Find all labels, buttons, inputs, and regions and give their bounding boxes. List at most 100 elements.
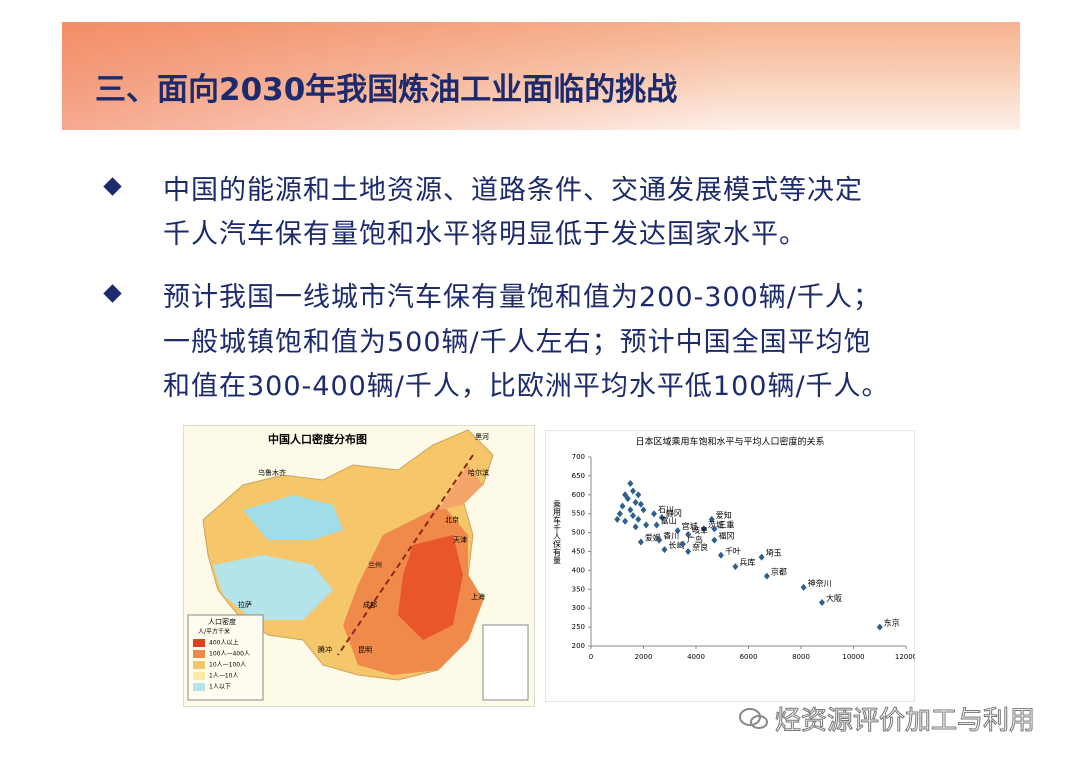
point-label: 神奈川 xyxy=(808,578,832,588)
point-label: 岐阜 xyxy=(692,525,708,535)
bullet-icon xyxy=(103,177,122,196)
point xyxy=(763,572,770,580)
y-tick-label: 350 xyxy=(572,585,585,593)
bullet-icon xyxy=(103,284,122,303)
legend-swatch xyxy=(193,672,205,680)
bullet-text: 和值在300-400辆/千人，比欧洲平均水平低100辆/千人。 xyxy=(163,371,890,402)
chart-frame xyxy=(545,430,915,702)
point xyxy=(630,487,636,495)
point-label: 奈良 xyxy=(692,542,708,552)
point xyxy=(685,548,692,555)
map-region xyxy=(438,465,483,510)
point-label: 三重 xyxy=(718,519,734,529)
point xyxy=(656,536,663,544)
point xyxy=(627,506,634,514)
point xyxy=(674,527,681,535)
legend-swatch xyxy=(193,683,205,691)
point xyxy=(651,510,657,518)
point xyxy=(632,498,639,506)
map-place-label: 黑河 xyxy=(475,433,489,441)
map-place-label: 昆明 xyxy=(358,646,372,654)
point xyxy=(679,540,686,548)
point-label: 京都 xyxy=(771,567,787,577)
map-place-label: 腾冲 xyxy=(318,645,332,654)
point xyxy=(711,525,718,533)
point xyxy=(800,583,807,591)
point xyxy=(635,491,642,499)
point xyxy=(619,502,626,510)
point xyxy=(717,551,724,559)
point xyxy=(637,500,644,508)
y-tick-label: 500 xyxy=(572,529,585,537)
scatter-chart: 日本区域乘用车饱和水平与平均人口密度的关系 乘用车千人保有量 200 250 300… xyxy=(545,430,915,702)
x-tick-label: 8000 xyxy=(792,653,810,661)
legend-label: 1人以下 xyxy=(209,684,231,691)
map-place-label: 乌鲁木齐 xyxy=(258,468,286,477)
x-tick-label: 0 xyxy=(589,653,593,661)
point xyxy=(658,513,665,521)
point xyxy=(708,515,715,523)
point-label: 福冈 xyxy=(718,532,734,541)
legend-label: 1人—10人 xyxy=(209,673,238,680)
x-tick-label: 4000 xyxy=(687,653,705,661)
point-label: 宫城 xyxy=(682,521,698,531)
y-tick-label: 700 xyxy=(572,453,585,461)
y-tick-label: 450 xyxy=(572,548,585,556)
legend-swatch xyxy=(193,639,205,647)
bullet-text: 一般城镇饱和值为500辆/千人左右；预计中国全国平均饱 xyxy=(163,327,872,358)
point xyxy=(635,515,642,523)
point xyxy=(643,521,650,529)
point xyxy=(624,495,631,503)
legend-label: 10人—100人 xyxy=(209,662,246,669)
legend-swatch xyxy=(193,661,205,669)
slide-title: 三、面向2030年我国炼油工业面临的挑战 xyxy=(95,72,678,108)
point-label: 大阪 xyxy=(826,593,842,603)
map-title: 中国人口密度分布图 xyxy=(268,432,367,446)
y-axis-title: 乘用车千人保有量 xyxy=(553,499,562,564)
legend-swatch xyxy=(193,650,205,658)
bullet-text: 中国的能源和土地资源、道路条件、交通发展模式等决定 xyxy=(163,175,863,206)
point xyxy=(630,512,636,520)
point-label: 广岛 xyxy=(687,534,703,544)
legend-title: 人口密度 xyxy=(208,617,236,626)
point xyxy=(758,553,765,561)
point-label: 千叶 xyxy=(725,546,741,556)
point-label: 富山 xyxy=(661,516,677,526)
y-tick-label: 250 xyxy=(572,623,585,631)
wechat-icon xyxy=(739,708,768,729)
point-label: 石川 xyxy=(658,505,674,514)
y-tick-label: 600 xyxy=(572,491,585,499)
x-tick-label: 6000 xyxy=(740,653,758,661)
map-place-label: 兰州 xyxy=(368,560,382,569)
point xyxy=(876,623,883,631)
map-region xyxy=(398,535,463,640)
watermark: 烃资源评价加工与利用 xyxy=(774,706,1036,737)
point xyxy=(685,530,692,538)
point xyxy=(640,506,647,514)
legend-label: 100人—400人 xyxy=(209,651,250,658)
y-tick-label: 200 xyxy=(572,642,585,650)
legend-label: 400人以上 xyxy=(209,639,238,647)
map-place-label: 北京 xyxy=(445,515,459,524)
chart-title: 日本区域乘用车饱和水平与平均人口密度的关系 xyxy=(635,436,824,448)
map-place-label: 上海 xyxy=(471,592,485,601)
map-place-label: 天津 xyxy=(453,536,467,544)
y-tick-label: 550 xyxy=(572,510,585,518)
point xyxy=(700,525,707,533)
point-label: 茨城 xyxy=(708,519,724,529)
point xyxy=(627,479,634,487)
bullet-text: 预计我国一线城市汽车保有量饱和值为200-300辆/千人； xyxy=(163,282,881,313)
legend-unit: 人/平方千米 xyxy=(198,628,230,636)
map-inset xyxy=(482,624,529,701)
x-tick-label: 12000 xyxy=(895,653,915,661)
point-label: 香川 xyxy=(663,531,679,541)
x-tick-label: 10000 xyxy=(842,653,864,661)
point-label: 埼玉 xyxy=(766,548,782,558)
point-label: 兵库 xyxy=(739,557,755,567)
point xyxy=(653,521,660,529)
point xyxy=(732,563,739,571)
map-place-label: 拉萨 xyxy=(238,600,252,609)
y-tick-label: 300 xyxy=(572,604,585,612)
map-place-label: 哈尔滨 xyxy=(468,468,489,477)
